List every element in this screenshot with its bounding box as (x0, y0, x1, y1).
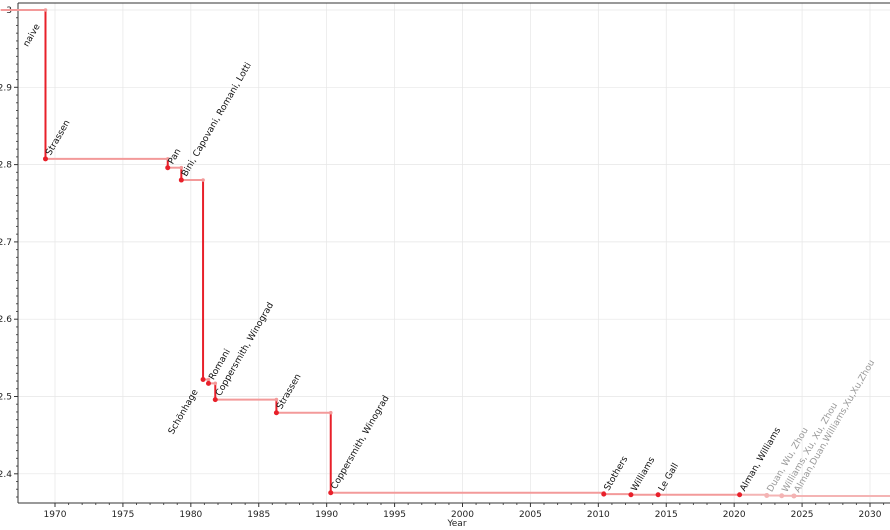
x-tick-label: 1995 (383, 510, 406, 520)
x-tick-label: 2010 (587, 510, 610, 520)
data-point (165, 165, 171, 171)
grid (18, 3, 890, 503)
data-point (42, 156, 48, 162)
x-tick-label: 1975 (111, 510, 134, 520)
data-point (601, 491, 607, 497)
x-tick-label: 1970 (44, 510, 67, 520)
step-corner-marker (328, 410, 333, 415)
point-label: Pan (167, 147, 184, 166)
point-label: Schönhage (167, 388, 201, 437)
data-point (328, 490, 334, 496)
point-label: Strassen (44, 119, 72, 158)
x-tick-label: 1985 (247, 510, 270, 520)
data-point (273, 410, 279, 416)
point-label: Bini, Capovani, Romani, Lotti (180, 61, 254, 178)
data-point (791, 493, 797, 499)
point-label: Le Gall (657, 462, 681, 494)
series (0, 8, 890, 499)
step-corner-marker (274, 397, 279, 402)
axes: 1970 1975 1980 1985 1990 1995 2000 2005 2010 2015… (0, 2, 890, 520)
point-label: Williams (630, 455, 658, 493)
y-tick-label: 2.6 (0, 315, 12, 325)
data-point (779, 493, 785, 499)
data-point (764, 493, 770, 499)
x-tick-label: 2020 (723, 510, 746, 520)
y-tick-label: 2.4 (0, 470, 12, 480)
y-tick-label: 2.5 (0, 393, 12, 403)
step-corner-marker (206, 377, 211, 382)
x-tick-label: 2030 (859, 510, 882, 520)
point-label: naive (22, 22, 43, 49)
data-point (200, 376, 206, 382)
step-corner-marker (179, 165, 184, 170)
y-tick-label: 2.7 (0, 238, 12, 248)
x-axis-label: Year (446, 519, 466, 529)
x-tick-label: 2000 (451, 510, 474, 520)
x-tick-label: 2025 (791, 510, 814, 520)
x-tick-label: 1980 (179, 510, 202, 520)
x-tick-label: 2015 (655, 510, 678, 520)
data-point (628, 492, 634, 498)
step-corner-marker (165, 157, 170, 161)
step-corner-marker (43, 8, 48, 12)
step-corner-marker (201, 178, 205, 182)
data-point (655, 492, 661, 498)
x-tick-label: 1990 (315, 510, 338, 520)
data-point (205, 380, 211, 386)
y-tick-label: 2.9 (0, 83, 12, 93)
data-point (737, 492, 743, 498)
point-label: Coppersmith, Winograd (330, 394, 392, 491)
x-tick-label: 2005 (519, 510, 542, 520)
point-label: Strassen (275, 372, 303, 411)
data-point (178, 177, 184, 183)
data-point (212, 397, 218, 403)
y-tick-label: 2.8 (0, 161, 12, 171)
step-corner-marker (213, 381, 218, 386)
